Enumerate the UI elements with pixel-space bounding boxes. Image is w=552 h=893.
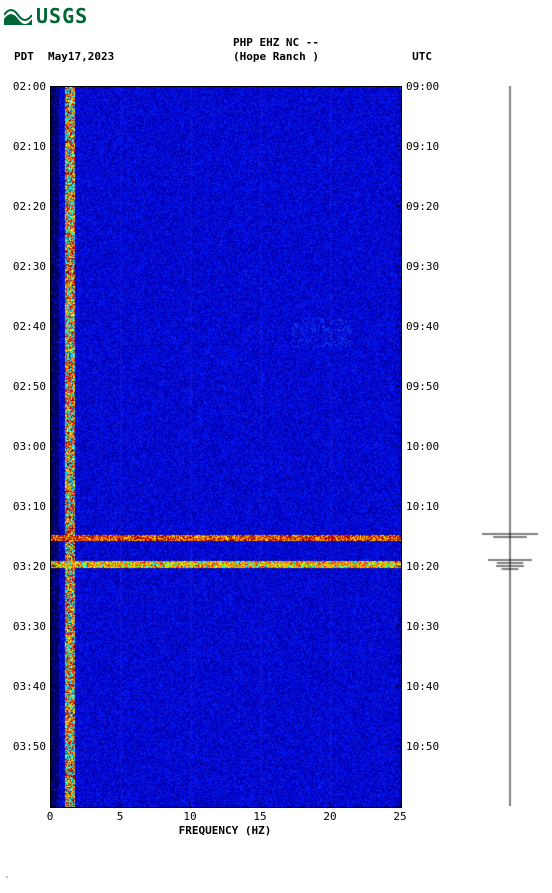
tz-right: UTC [412, 50, 432, 63]
ytick-right: 09:10 [406, 140, 446, 153]
trace-canvas [480, 86, 540, 806]
date-label: May17,2023 [48, 50, 114, 63]
xtick: 10 [180, 810, 200, 823]
cursor-mark: ˙ [4, 876, 10, 887]
ytick-right: 10:10 [406, 500, 446, 513]
ytick-left: 02:20 [6, 200, 46, 213]
ytick-right: 10:40 [406, 680, 446, 693]
xtick: 20 [320, 810, 340, 823]
x-axis-label: FREQUENCY (HZ) [50, 824, 400, 837]
ytick-right: 10:00 [406, 440, 446, 453]
ytick-right: 09:20 [406, 200, 446, 213]
ytick-right: 09:40 [406, 320, 446, 333]
ytick-left: 03:00 [6, 440, 46, 453]
side-trace [480, 86, 540, 806]
ytick-right: 09:50 [406, 380, 446, 393]
ytick-right: 09:30 [406, 260, 446, 273]
ytick-right: 10:30 [406, 620, 446, 633]
ytick-right: 09:00 [406, 80, 446, 93]
usgs-logo: USGS [4, 4, 88, 28]
ytick-right: 10:50 [406, 740, 446, 753]
ytick-left: 02:30 [6, 260, 46, 273]
xtick: 0 [40, 810, 60, 823]
xtick: 25 [390, 810, 410, 823]
ytick-left: 02:40 [6, 320, 46, 333]
xtick: 5 [110, 810, 130, 823]
logo-text: USGS [36, 4, 88, 28]
station-line1: PHP EHZ NC -- [0, 36, 552, 49]
ytick-left: 02:50 [6, 380, 46, 393]
ytick-left: 02:10 [6, 140, 46, 153]
ytick-left: 02:00 [6, 80, 46, 93]
ytick-left: 03:10 [6, 500, 46, 513]
ytick-left: 03:50 [6, 740, 46, 753]
tz-left: PDT [14, 50, 34, 63]
ytick-left: 03:20 [6, 560, 46, 573]
ytick-left: 03:40 [6, 680, 46, 693]
xtick: 15 [250, 810, 270, 823]
ytick-left: 03:30 [6, 620, 46, 633]
spectrogram-plot [50, 86, 402, 808]
ytick-right: 10:20 [406, 560, 446, 573]
wave-icon [4, 7, 32, 25]
